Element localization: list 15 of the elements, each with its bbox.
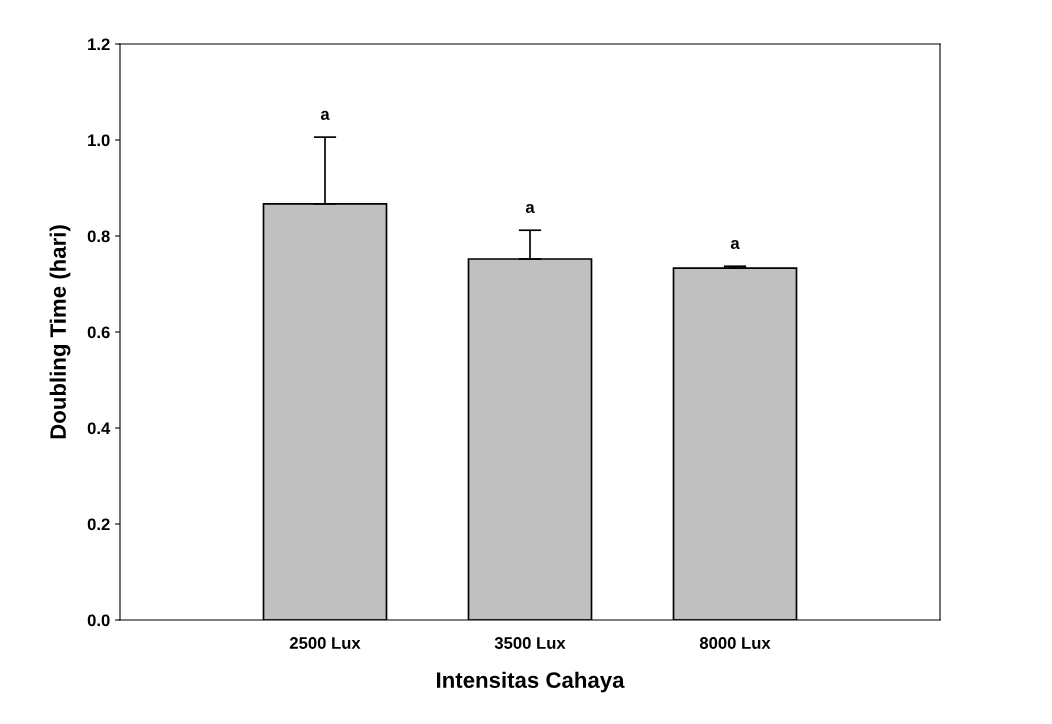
y-tick-label: 0.0 [87,614,110,627]
x-tick-label: 3500 Lux [494,637,566,649]
y-tick-label: 0.6 [87,326,110,339]
x-axis-title: Intensitas Cahaya [437,671,625,693]
y-tick-label: 0.2 [87,518,110,531]
y-tick-label: 1.0 [88,134,110,147]
x-tick-label: 8000 Lux [699,637,771,649]
annotation: a [730,239,740,250]
y-axis-title: Doubling Time (hari) [49,225,71,439]
annotation: a [320,110,330,120]
y-tick-label: 0.4 [87,422,111,435]
y-tick-label: 1.2 [88,38,110,51]
x-tick-label: 2500 Lux [289,637,361,649]
y-tick-label: 0.8 [87,230,110,243]
annotation: a [525,203,535,214]
